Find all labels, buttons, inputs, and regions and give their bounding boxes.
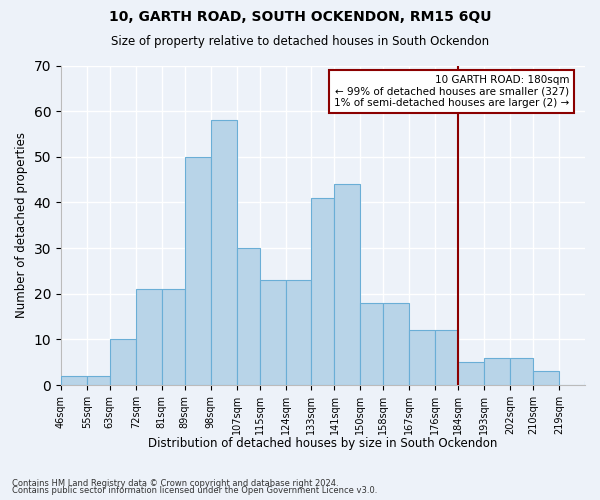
Bar: [334, 184, 361, 385]
Text: Contains public sector information licensed under the Open Government Licence v3: Contains public sector information licen…: [12, 486, 377, 495]
Bar: [110, 340, 136, 385]
Bar: [533, 372, 559, 385]
Text: 10, GARTH ROAD, SOUTH OCKENDON, RM15 6QU: 10, GARTH ROAD, SOUTH OCKENDON, RM15 6QU: [109, 10, 491, 24]
Bar: [383, 303, 409, 385]
Bar: [185, 157, 211, 385]
Bar: [61, 376, 87, 385]
Bar: [311, 198, 334, 385]
Bar: [361, 303, 383, 385]
Bar: [236, 248, 260, 385]
Text: Size of property relative to detached houses in South Ockendon: Size of property relative to detached ho…: [111, 35, 489, 48]
Bar: [585, 380, 600, 385]
Bar: [510, 358, 533, 385]
Bar: [409, 330, 435, 385]
Bar: [484, 358, 510, 385]
Text: Contains HM Land Registry data © Crown copyright and database right 2024.: Contains HM Land Registry data © Crown c…: [12, 478, 338, 488]
Bar: [211, 120, 236, 385]
Bar: [286, 280, 311, 385]
Y-axis label: Number of detached properties: Number of detached properties: [15, 132, 28, 318]
Text: 10 GARTH ROAD: 180sqm
← 99% of detached houses are smaller (327)
1% of semi-deta: 10 GARTH ROAD: 180sqm ← 99% of detached …: [334, 75, 569, 108]
Bar: [136, 289, 161, 385]
Bar: [260, 280, 286, 385]
Bar: [161, 289, 185, 385]
Bar: [458, 362, 484, 385]
X-axis label: Distribution of detached houses by size in South Ockendon: Distribution of detached houses by size …: [148, 437, 497, 450]
Bar: [435, 330, 458, 385]
Bar: [87, 376, 110, 385]
